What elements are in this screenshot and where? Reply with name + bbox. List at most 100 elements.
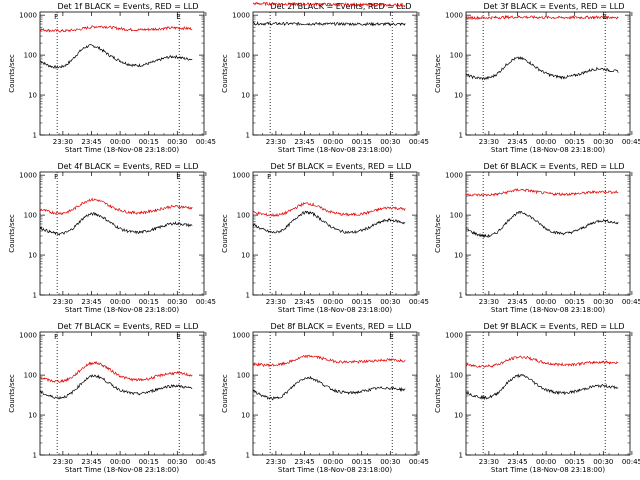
y-axis-label: Counts/sec <box>8 214 16 253</box>
x-tick-label: 00:30 <box>593 298 613 306</box>
plot-frame <box>39 11 205 136</box>
y-tick-label: 100 <box>450 52 463 60</box>
panel-title: Det 6f BLACK = Events, RED = LLD <box>483 162 624 171</box>
marker-label: E <box>176 333 180 341</box>
x-axis-label: Start Time (18-Nov-08 23:18:00) <box>65 146 179 154</box>
y-tick-label: 100 <box>237 212 250 220</box>
x-tick-label: 00:45 <box>622 298 640 306</box>
x-tick-label: 23:45 <box>81 458 101 466</box>
marker-label: E <box>176 173 180 181</box>
panel-det-8: Det 8f BLACK = Events, RED = LLD 1 10 100 10… <box>221 322 429 474</box>
x-tick-label: 00:30 <box>167 458 187 466</box>
y-tick-label: 1 <box>33 452 37 460</box>
x-tick-label: 23:30 <box>53 138 73 146</box>
x-tick-label: 00:30 <box>593 458 613 466</box>
series-line-events <box>39 374 193 400</box>
x-tick-label: 00:00 <box>536 298 556 306</box>
x-tick-label: 00:30 <box>593 138 613 146</box>
x-tick-label: 00:30 <box>380 138 400 146</box>
x-tick-label: 00:00 <box>323 458 343 466</box>
x-tick-label: 00:15 <box>565 298 585 306</box>
x-tick-label: 23:45 <box>507 458 527 466</box>
x-tick-label: 23:45 <box>81 138 101 146</box>
x-axis-label: Start Time (18-Nov-08 23:18:00) <box>65 306 179 314</box>
x-tick-label: 23:30 <box>479 298 499 306</box>
x-tick-label: 00:00 <box>110 298 130 306</box>
x-tick-label: 00:45 <box>409 298 429 306</box>
marker-label: E <box>389 333 393 341</box>
x-tick-label: 23:30 <box>53 298 73 306</box>
series-line-events <box>252 375 406 401</box>
panel-det-5: Det 5f BLACK = Events, RED = LLD 1 10 100 10… <box>221 162 429 314</box>
y-tick-label: 1000 <box>445 332 463 340</box>
panel-title: Det 2f BLACK = Events, RED = LLD <box>270 2 411 11</box>
panel-title: Det 3f BLACK = Events, RED = LLD <box>483 2 624 11</box>
y-tick-label: 1 <box>33 132 37 140</box>
x-axis-label: Start Time (18-Nov-08 23:18:00) <box>278 146 392 154</box>
series-line-lld <box>39 25 193 33</box>
series-line-events <box>465 56 619 81</box>
y-tick-label: 10 <box>28 412 37 420</box>
y-tick-label: 10 <box>454 92 463 100</box>
x-tick-label: 00:30 <box>167 298 187 306</box>
panel-title: Det 9f BLACK = Events, RED = LLD <box>483 322 624 331</box>
x-axis-label: Start Time (18-Nov-08 23:18:00) <box>491 466 605 474</box>
y-axis-label: Counts/sec <box>8 374 16 413</box>
series-line-lld <box>465 355 619 368</box>
y-tick-label: 1000 <box>232 12 250 20</box>
x-tick-label: 23:45 <box>507 298 527 306</box>
y-axis-label: Counts/sec <box>221 54 229 93</box>
plot-frame <box>465 171 631 296</box>
x-axis-label: Start Time (18-Nov-08 23:18:00) <box>278 306 392 314</box>
y-tick-label: 10 <box>241 412 250 420</box>
x-tick-label: 00:00 <box>323 138 343 146</box>
y-tick-label: 1 <box>459 452 463 460</box>
y-tick-label: 100 <box>237 372 250 380</box>
x-tick-label: 23:30 <box>266 138 286 146</box>
x-tick-label: 23:30 <box>479 138 499 146</box>
series-line-lld <box>465 188 619 198</box>
x-tick-label: 23:45 <box>294 138 314 146</box>
y-axis-label: Counts/sec <box>434 214 442 253</box>
y-tick-label: 1000 <box>445 172 463 180</box>
x-tick-label: 00:00 <box>536 138 556 146</box>
y-tick-label: 1 <box>246 292 250 300</box>
panel-det-4: Det 4f BLACK = Events, RED = LLD 1 10 100 10… <box>8 162 216 314</box>
x-tick-label: 00:30 <box>167 138 187 146</box>
y-tick-label: 1 <box>459 132 463 140</box>
series-line-events <box>252 20 406 27</box>
y-tick-label: 1000 <box>19 332 37 340</box>
marker-label: E <box>176 13 180 21</box>
panel-title: Det 5f BLACK = Events, RED = LLD <box>270 162 411 171</box>
series-line-events <box>465 210 619 239</box>
panel-title: Det 1f BLACK = Events, RED = LLD <box>57 2 198 11</box>
x-tick-label: 00:00 <box>110 138 130 146</box>
x-tick-label: 00:15 <box>565 458 585 466</box>
marker-label: F <box>54 13 58 21</box>
x-tick-label: 23:45 <box>81 298 101 306</box>
y-tick-label: 10 <box>28 92 37 100</box>
panel-det-2: Det 2f BLACK = Events, RED = LLD 1 10 100 10… <box>221 1 429 154</box>
x-axis-label: Start Time (18-Nov-08 23:18:00) <box>65 466 179 474</box>
x-tick-label: 00:45 <box>622 458 640 466</box>
y-tick-label: 100 <box>237 52 250 60</box>
x-tick-label: 23:30 <box>266 458 286 466</box>
x-tick-label: 23:45 <box>294 298 314 306</box>
x-axis-label: Start Time (18-Nov-08 23:18:00) <box>278 466 392 474</box>
y-axis-label: Counts/sec <box>221 374 229 413</box>
plot-frame <box>252 331 418 456</box>
plot-frame <box>252 11 418 136</box>
panel-det-3: Det 3f BLACK = Events, RED = LLD 1 10 100 10… <box>434 2 640 154</box>
x-axis-label: Start Time (18-Nov-08 23:18:00) <box>491 306 605 314</box>
x-tick-label: 00:30 <box>380 458 400 466</box>
x-tick-label: 00:00 <box>536 458 556 466</box>
x-tick-label: 23:30 <box>53 458 73 466</box>
marker-label: E <box>389 173 393 181</box>
series-line-lld <box>252 354 406 368</box>
y-axis-label: Counts/sec <box>221 214 229 253</box>
series-line-lld <box>252 1 406 8</box>
panel-title: Det 7f BLACK = Events, RED = LLD <box>57 322 198 331</box>
marker-label: F <box>54 173 58 181</box>
x-tick-label: 00:45 <box>196 458 216 466</box>
y-tick-label: 100 <box>24 372 37 380</box>
